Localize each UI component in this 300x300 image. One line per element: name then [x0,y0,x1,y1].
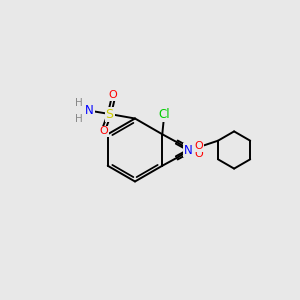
Text: N: N [85,104,94,118]
Text: Cl: Cl [158,108,169,121]
Text: H: H [75,114,83,124]
Text: O: O [100,126,109,136]
Text: O: O [194,149,203,159]
Text: O: O [109,90,118,100]
Text: N: N [184,143,193,157]
Text: H: H [75,98,83,108]
Text: S: S [106,107,113,121]
Text: O: O [194,141,203,151]
